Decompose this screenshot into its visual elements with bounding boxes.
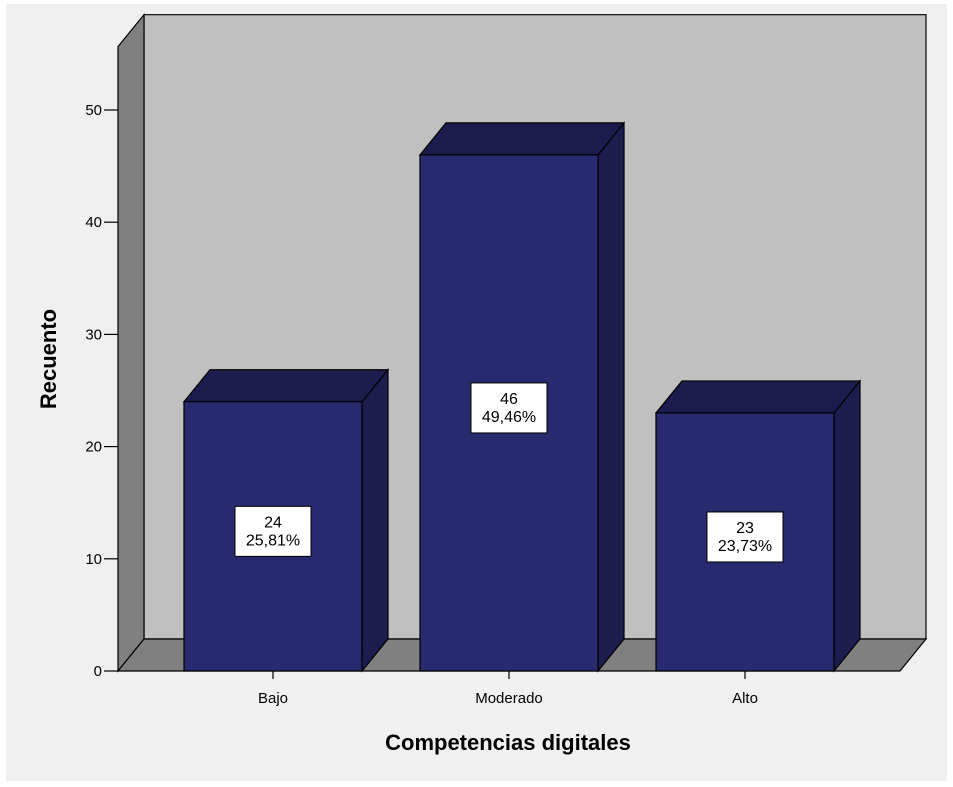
x-tick-label: Bajo: [258, 690, 288, 707]
y-tick-label: 20: [85, 439, 102, 456]
data-label-percent: 23,73%: [718, 538, 772, 555]
side-wall: [117, 12, 145, 673]
x-tick-label: Moderado: [475, 690, 543, 707]
data-label-box: [470, 382, 548, 434]
x-axis-title: Competencias digitales: [385, 730, 631, 755]
y-tick-label: 50: [85, 102, 102, 119]
bar-top: [182, 369, 390, 403]
bar-side: [361, 368, 389, 673]
x-tick-label: Alto: [732, 690, 758, 707]
data-label-count: 24: [264, 514, 282, 531]
data-label-count: 23: [736, 520, 754, 537]
y-axis: 0 10 20 30 40 50: [85, 102, 118, 680]
y-tick-label: 10: [85, 551, 102, 568]
y-tick-label: 30: [85, 326, 102, 343]
bar-side: [597, 121, 625, 673]
data-label-count: 46: [500, 391, 518, 408]
bar-side: [833, 379, 861, 673]
y-tick-label: 40: [85, 214, 102, 231]
data-label-box: [706, 511, 784, 563]
data-label-percent: 25,81%: [246, 532, 300, 549]
bar-top: [654, 380, 862, 414]
data-label-percent: 49,46%: [482, 409, 536, 426]
y-tick-label: 0: [94, 663, 102, 680]
y-axis-title: Recuento: [36, 309, 61, 409]
data-label-box: [234, 505, 312, 557]
bar-top: [418, 122, 626, 156]
x-axis: Bajo Moderado Alto: [258, 671, 758, 707]
